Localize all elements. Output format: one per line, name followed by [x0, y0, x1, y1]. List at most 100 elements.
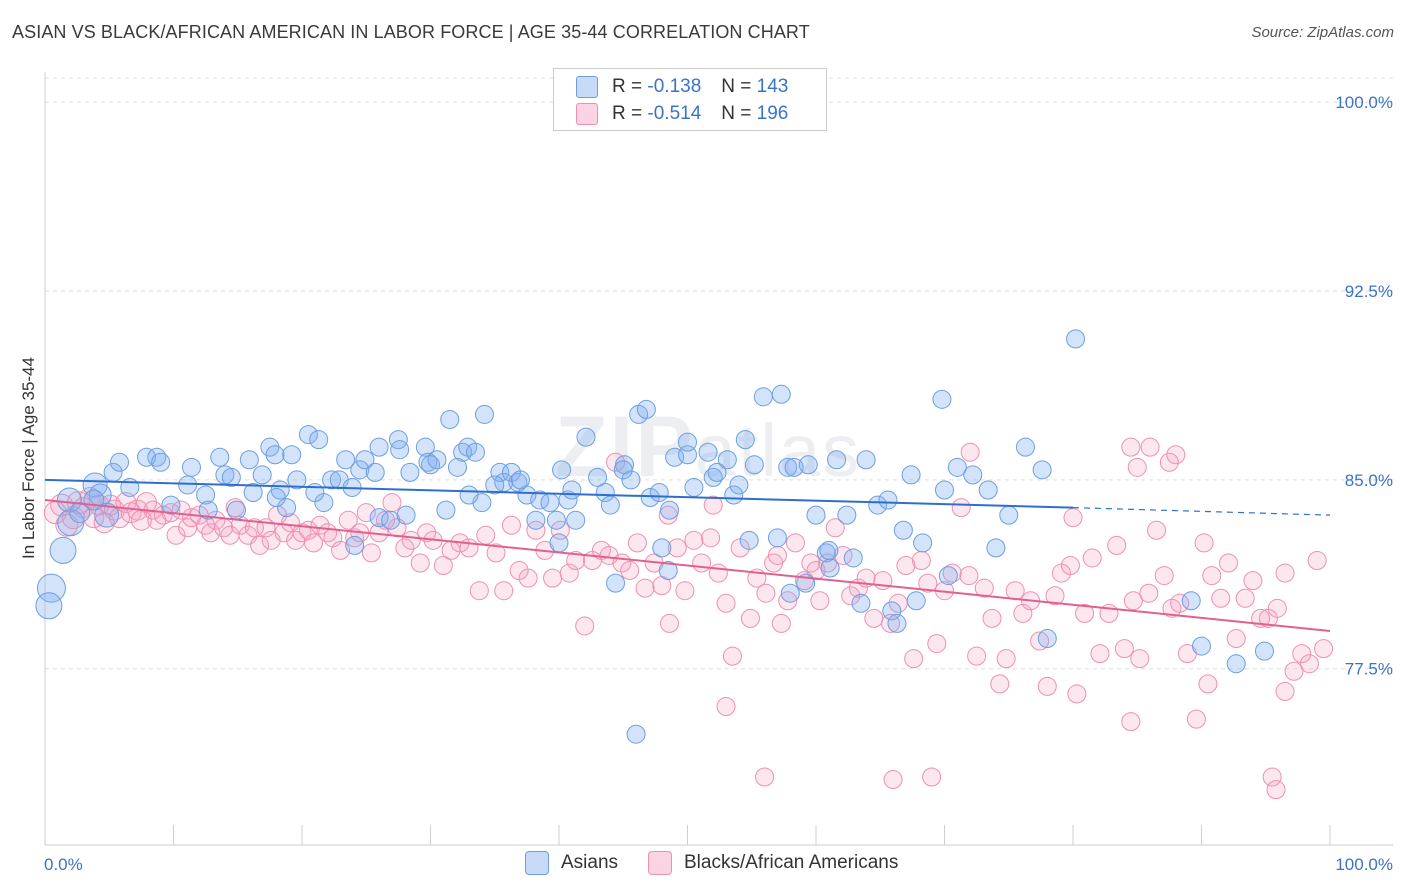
blacks-point [136, 492, 158, 514]
asians-point [613, 460, 633, 480]
blacks-point [1123, 591, 1143, 611]
blacks-point [1082, 548, 1102, 568]
bottom-legend-swatch-asians [525, 851, 549, 875]
blacks-point [716, 697, 736, 717]
asians-point [459, 485, 479, 505]
y-tick-label: 92.5% [1345, 282, 1393, 301]
legend-swatch-blacks [576, 103, 598, 125]
blacks-point [395, 538, 415, 558]
blacks-point [382, 493, 402, 513]
blacks-point [1262, 767, 1282, 787]
asians-point [621, 470, 641, 490]
asians-point [778, 457, 798, 477]
blacks-point [951, 498, 971, 518]
asians-point [552, 460, 572, 480]
asians-point [906, 591, 926, 611]
blacks-point [620, 561, 640, 581]
blacks-point [896, 556, 916, 576]
blacks-point [701, 528, 721, 548]
blacks-point [967, 646, 987, 666]
blacks-point [1292, 644, 1312, 664]
asians-point [440, 409, 460, 429]
blacks-point [1107, 535, 1127, 555]
blacks-point [401, 530, 421, 550]
asians-point [396, 505, 416, 525]
blacks-point [201, 523, 221, 543]
blacks-point [1307, 550, 1327, 570]
asians-point [510, 470, 530, 490]
blacks-point [1090, 644, 1110, 664]
blacks-point [883, 770, 903, 790]
asians-point [606, 573, 626, 593]
asians-point [640, 488, 660, 508]
blacks-point [331, 540, 351, 560]
asians-point [588, 467, 608, 487]
blacks-point [1275, 681, 1295, 701]
asians-point [400, 462, 420, 482]
asians-trend-extension [1072, 506, 1331, 516]
asians-point [837, 505, 857, 525]
blacks-point [767, 545, 787, 565]
asians-point [298, 425, 318, 445]
asians-point [827, 450, 847, 470]
blacks-point [459, 538, 479, 558]
asians-point [83, 489, 105, 511]
asians-point [381, 510, 401, 530]
asians-point [287, 470, 307, 490]
asians-point [816, 543, 836, 563]
blacks-point [1030, 631, 1050, 651]
blacks-point [1275, 563, 1295, 583]
asians-point [540, 493, 560, 513]
blacks-point [1045, 586, 1065, 606]
asians-point [819, 540, 839, 560]
asians-point [1015, 437, 1035, 457]
blacks-trend-line [44, 499, 1331, 632]
legend-n-label: N = [721, 103, 752, 124]
blacks-point [771, 613, 791, 633]
blacks-point [410, 553, 430, 573]
asians-point [465, 442, 485, 462]
asians-point [265, 445, 285, 465]
asians-point [678, 432, 697, 452]
asians-point [600, 495, 620, 515]
blacks-point [1284, 661, 1304, 681]
asians-point [1181, 591, 1201, 611]
blacks-point [1314, 639, 1334, 659]
blacks-point [1139, 583, 1159, 603]
asians-point [698, 442, 718, 462]
blacks-point [1159, 452, 1179, 472]
bottom-legend-label-blacks: Blacks/African Americans [684, 852, 899, 873]
blacks-point [1194, 533, 1214, 553]
chart-title: ASIAN VS BLACK/AFRICAN AMERICAN IN LABOR… [12, 22, 810, 42]
blacks-point [1154, 566, 1174, 586]
blacks-point [1127, 457, 1147, 477]
asians-point [652, 538, 672, 558]
asians-point [717, 450, 737, 470]
blacks-point [927, 634, 947, 654]
blacks-point [740, 608, 760, 628]
asians-point [851, 593, 871, 613]
blacks-point [206, 510, 226, 530]
blacks-point [864, 608, 884, 628]
asians-point [1032, 460, 1052, 480]
series-asians-points [35, 329, 1274, 744]
asians-point [36, 573, 66, 603]
blacks-point [543, 568, 563, 588]
blacks-point [675, 581, 695, 601]
blacks-point [304, 533, 324, 553]
asians-point [427, 450, 447, 470]
asians-point [49, 536, 77, 564]
blacks-point [755, 767, 775, 787]
correlation-legend: R = -0.138 N = 143 R = -0.514 N = 196 [553, 68, 827, 131]
asians-trend-line [44, 478, 1074, 509]
blacks-point [684, 530, 704, 550]
asians-point [137, 447, 157, 467]
legend-r-value: -0.514 [647, 103, 702, 124]
asians-point [1192, 636, 1211, 656]
asians-point [767, 528, 787, 548]
asians-point [739, 530, 759, 550]
asians-point [963, 465, 983, 485]
blacks-point [250, 535, 270, 555]
asians-point [856, 450, 876, 470]
asians-point [1037, 629, 1057, 649]
